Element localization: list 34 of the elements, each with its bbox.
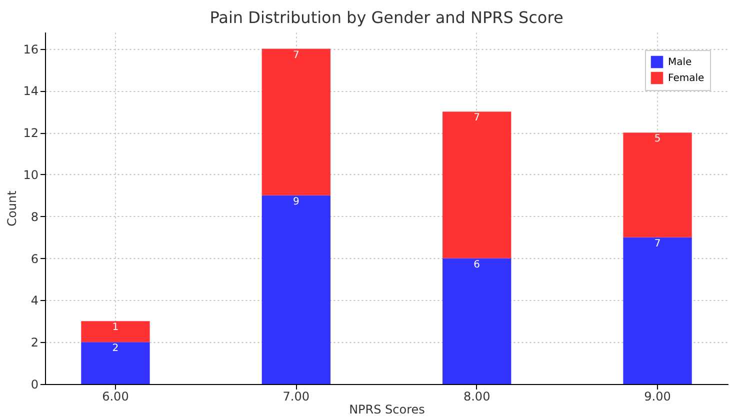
- y-tick-label: 16: [23, 42, 38, 56]
- bar: [262, 48, 330, 196]
- y-tick-label: 2: [30, 336, 38, 350]
- x-tick-label: 9.00: [644, 390, 671, 404]
- bar: [81, 321, 150, 342]
- y-tick-label: 10: [23, 168, 38, 182]
- data-label: 5: [654, 134, 661, 145]
- data-label: 2: [112, 343, 119, 354]
- y-tick-label: 14: [23, 84, 38, 98]
- bar: [442, 112, 512, 258]
- x-tick-label: 7.00: [282, 390, 310, 404]
- bar: [81, 342, 150, 384]
- data-label: 1: [112, 322, 119, 334]
- bar: [623, 132, 692, 238]
- y-tick-label: 12: [23, 126, 38, 140]
- y-tick-label: 0: [30, 378, 38, 392]
- legend-label: Male: [668, 57, 692, 68]
- y-tick-label: 4: [30, 294, 38, 308]
- data-label: 7: [474, 112, 480, 124]
- y-tick-label: 8: [30, 210, 38, 224]
- data-label: 9: [292, 196, 300, 208]
- data-label: 7: [292, 50, 300, 61]
- bar: [623, 237, 692, 384]
- x-tick-label: 8.00: [463, 390, 490, 404]
- x-axis-title: NPRS Scores: [349, 402, 425, 416]
- x-tick-label: 6.00: [102, 390, 129, 404]
- bar: [442, 258, 512, 384]
- bar: [262, 195, 330, 384]
- chart-title: Pain Distribution by Gender and NPRS Score: [210, 8, 564, 27]
- legend-label: Female: [668, 73, 704, 84]
- y-axis-title: Count: [5, 190, 20, 226]
- y-tick-label: 6: [30, 252, 38, 266]
- data-label: 7: [654, 238, 661, 250]
- data-label: 6: [474, 259, 480, 270]
